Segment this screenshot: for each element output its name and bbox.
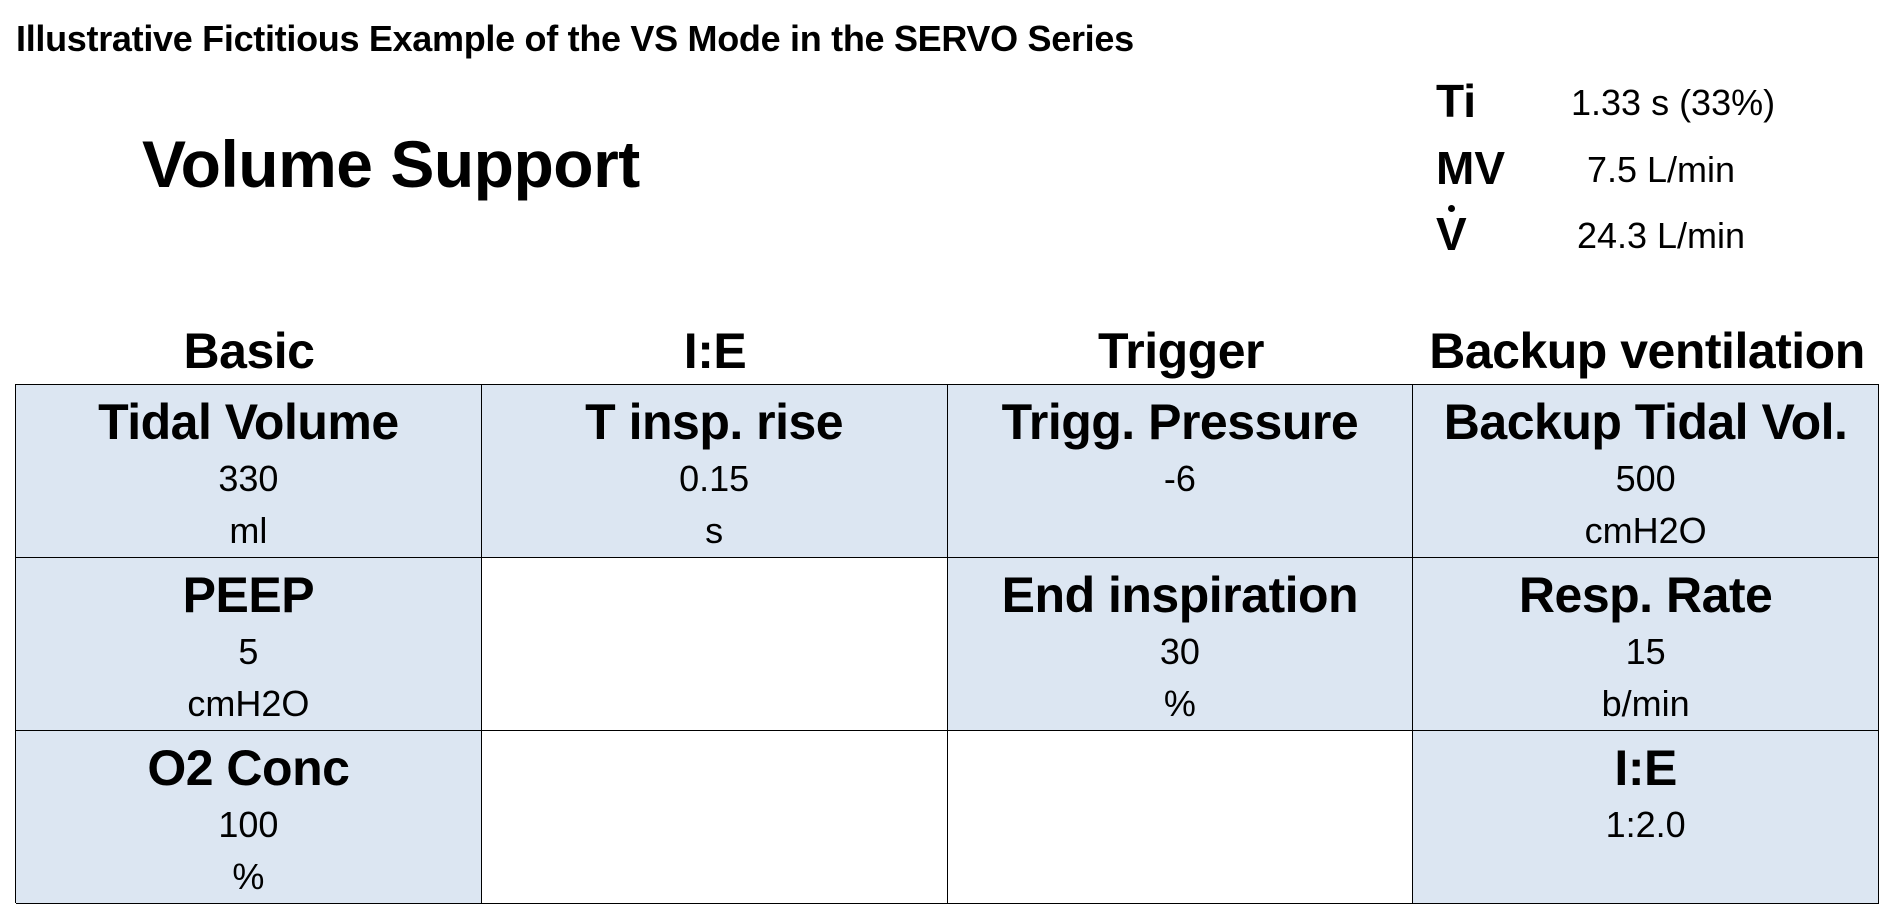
setting-label: O2 Conc <box>147 740 350 796</box>
column-header-backup-ventilation: Backup ventilation <box>1429 323 1865 379</box>
readout-flow-label: V <box>1436 205 1467 261</box>
mode-name: Volume Support <box>142 127 640 201</box>
setting-unit: ml <box>229 510 268 551</box>
setting-value: 500 <box>1615 458 1676 499</box>
empty-cell <box>481 731 948 904</box>
setting-label: PEEP <box>182 567 315 623</box>
column-header-trigger: Trigger <box>1098 323 1264 379</box>
setting-label: I:E <box>1614 740 1677 796</box>
page-title: Illustrative Fictitious Example of the V… <box>16 18 1134 59</box>
setting-value: 1:2.0 <box>1605 804 1686 845</box>
setting-unit: % <box>1163 683 1196 724</box>
setting-t-insp-rise[interactable]: T insp. rise 0.15 s <box>481 385 948 558</box>
readout-ti: Ti 1.33 s (33%) <box>1436 74 1856 134</box>
settings-grid: Tidal Volume 330 ml T insp. rise 0.15 s … <box>15 384 1879 904</box>
readout-mv-value: 7.5 L/min <box>1586 149 1736 190</box>
readout-flow-symbol: V <box>1436 208 1467 260</box>
column-header-basic: Basic <box>183 323 315 379</box>
setting-end-inspiration[interactable]: End inspiration 30 % <box>947 558 1414 731</box>
setting-value: 5 <box>238 631 259 672</box>
setting-label: Backup Tidal Vol. <box>1443 394 1848 450</box>
setting-tidal-volume[interactable]: Tidal Volume 330 ml <box>16 385 482 558</box>
setting-label: Resp. Rate <box>1518 567 1773 623</box>
readout-mv-label: MV <box>1436 142 1505 194</box>
setting-label: Trigg. Pressure <box>1001 394 1359 450</box>
readout-flow-value: 24.3 L/min <box>1576 215 1746 256</box>
setting-value: 15 <box>1625 631 1666 672</box>
column-header-ie: I:E <box>683 323 747 379</box>
column-headers: Basic I:E Trigger Backup ventilation <box>16 322 1880 382</box>
setting-unit: cmH2O <box>187 683 310 724</box>
setting-value: 30 <box>1159 631 1200 672</box>
setting-value: 100 <box>218 804 279 845</box>
empty-cell <box>947 731 1414 904</box>
setting-unit: cmH2O <box>1584 510 1707 551</box>
setting-unit: % <box>232 856 265 897</box>
setting-value: -6 <box>1163 458 1196 499</box>
setting-o2-conc[interactable]: O2 Conc 100 % <box>16 731 482 904</box>
setting-label: End inspiration <box>1001 567 1359 623</box>
setting-value: 0.15 <box>679 458 750 499</box>
readout-mv: MV 7.5 L/min <box>1436 141 1856 201</box>
setting-unit: s <box>705 510 724 551</box>
readout-ti-label: Ti <box>1436 75 1477 127</box>
setting-peep[interactable]: PEEP 5 cmH2O <box>16 558 482 731</box>
setting-label: T insp. rise <box>585 394 844 450</box>
setting-unit: b/min <box>1601 683 1690 724</box>
setting-label: Tidal Volume <box>98 394 399 450</box>
readout-flow: V 24.3 L/min <box>1436 205 1856 267</box>
dot-accent-icon <box>1448 205 1456 212</box>
empty-cell <box>481 558 948 731</box>
setting-backup-tidal-vol[interactable]: Backup Tidal Vol. 500 cmH2O <box>1413 385 1879 558</box>
readout-ti-value: 1.33 s (33%) <box>1571 82 1776 123</box>
setting-ie-ratio[interactable]: I:E 1:2.0 <box>1413 731 1879 904</box>
setting-trigg-pressure[interactable]: Trigg. Pressure -6 <box>947 385 1414 558</box>
setting-value: 330 <box>218 458 279 499</box>
setting-resp-rate[interactable]: Resp. Rate 15 b/min <box>1413 558 1879 731</box>
